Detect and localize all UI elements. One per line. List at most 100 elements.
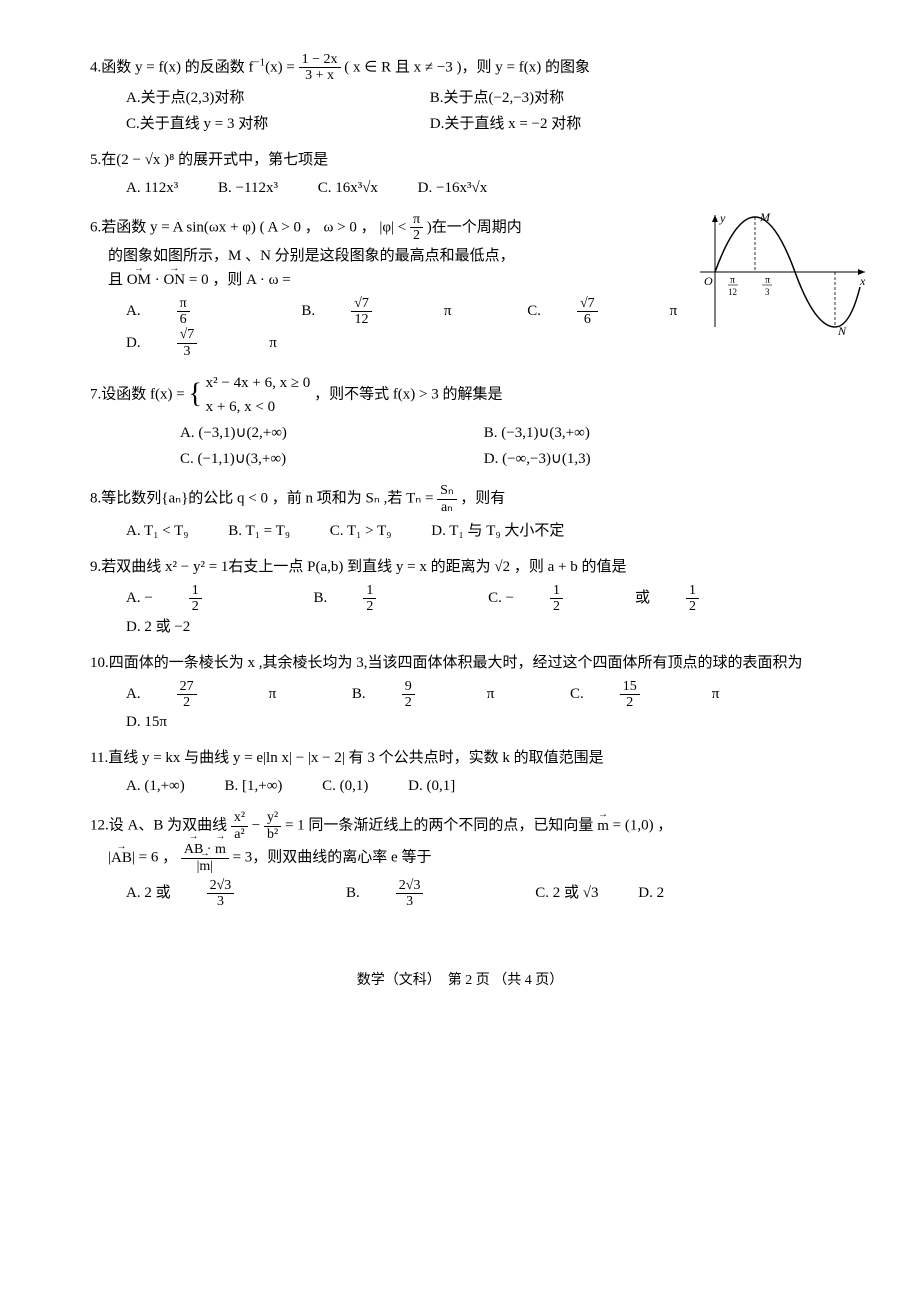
q12-f3-den: |m| (181, 859, 229, 874)
q4-options: A.关于点(2,3)对称 B.关于点(−2,−3)对称 (126, 86, 830, 110)
q12-line2: |AB| = 6 ， AB · m |m| = 3，则双曲线的离心率 e 等于 (108, 842, 830, 874)
question-5: 5.在(2 − √x )⁸ 的展开式中，第七项是 A. 112x³ B. −11… (90, 148, 830, 200)
q7-p1: x² − 4x + 6, x ≥ 0 (206, 371, 311, 395)
q7-B: B. (−3,1)∪(3,+∞) (484, 421, 784, 445)
q7-stem-b: ，则不等式 f(x) > 3 的解集是 (314, 387, 502, 403)
q6-B-pre: B. (301, 299, 315, 323)
q10-stem: 10.四面体的一条棱长为 x ,其余棱长均为 3,当该四面体体积最大时，经过这个… (90, 655, 803, 671)
q8-frac: Sₙ aₙ (437, 483, 456, 515)
q12-vec-m: m (597, 818, 609, 834)
q12-f2-den: b² (264, 827, 281, 842)
q4-A: A.关于点(2,3)对称 (126, 86, 426, 110)
q4-stem-b: (x) = (265, 59, 298, 75)
q7-A: A. (−3,1)∪(2,+∞) (180, 421, 480, 445)
q10-B: B. 92 π (352, 679, 530, 711)
q4-C: C.关于直线 y = 3 对称 (126, 112, 426, 136)
q8-stem-b: ，则有 (460, 490, 505, 506)
q12-f1: x²a² (231, 810, 248, 842)
q11-D: D. (0,1] (408, 774, 455, 798)
fig-label-y: y (719, 211, 726, 225)
q6-A-num: π (177, 296, 190, 312)
q9-A-num: 1 (189, 583, 202, 599)
q6-C-pre: C. (527, 299, 541, 323)
q9-C: C. − 12 或 12 (488, 583, 771, 615)
q10-B-pre: B. (352, 682, 366, 706)
q9-C-pre: C. − (488, 586, 514, 610)
fig-t1n: π (730, 275, 735, 286)
q9-C1-den: 2 (550, 599, 563, 614)
q10-B-den: 2 (402, 695, 415, 710)
q10-A-pre: A. (126, 682, 141, 706)
q7-options: A. (−3,1)∪(2,+∞) B. (−3,1)∪(3,+∞) (180, 421, 830, 445)
q7-piecewise: x² − 4x + 6, x ≥ 0 x + 6, x < 0 (206, 371, 311, 419)
q12-A-num: 2√3 (207, 878, 235, 894)
q10-A-den: 2 (177, 695, 197, 710)
q6-B-den: 12 (351, 312, 372, 327)
q9-C-mid: 或 (635, 586, 650, 610)
q5-options: A. 112x³ B. −112x³ C. 16x³√x D. −16x³√x (126, 176, 830, 200)
q6-vec-om: OM (127, 272, 151, 288)
question-12: 12.设 A、B 为双曲线 x²a² − y²b² = 1 同一条渐近线上的两个… (90, 810, 830, 909)
q7-D: D. (−∞,−3)∪(1,3) (484, 447, 784, 471)
q6-D-num: √7 (177, 327, 198, 343)
q7-stem-a: 7.设函数 f(x) = (90, 387, 188, 403)
q6-vec-on: ON (163, 272, 185, 288)
q10-B-suf: π (487, 682, 495, 706)
q4-frac: 1 − 2x 3 + x (299, 52, 341, 84)
q6-C-den: 6 (577, 312, 598, 327)
fig-t2d: 3 (765, 287, 770, 297)
q8-B: B. T₁ = T₉ (228, 519, 290, 543)
q6-l1a: 6.若函数 y = A sin(ωx + φ) ( A > 0 ， ω > 0 … (90, 219, 410, 235)
q10-C-suf: π (712, 682, 720, 706)
q10-C-pre: C. (570, 682, 584, 706)
q6-figure: y x M N O π 12 π 3 (690, 207, 870, 337)
q11-stem: 11.直线 y = kx 与曲线 y = e|ln x| − |x − 2| 有… (90, 750, 604, 766)
q7-p2: x + 6, x < 0 (206, 395, 311, 419)
question-4: 4.函数 y = f(x) 的反函数 f−1(x) = 1 − 2x 3 + x… (90, 52, 830, 136)
q12-vec-ab: AB (111, 850, 132, 866)
q12-f3-den-m: m (199, 859, 210, 874)
q12-l2c: = 3，则双曲线的离心率 e 等于 (233, 850, 432, 866)
q12-f2-num: y² (264, 810, 281, 826)
fig-label-N: N (837, 324, 847, 337)
q12-f3-m: m (215, 842, 226, 857)
q4-options-2: C.关于直线 y = 3 对称 D.关于直线 x = −2 对称 (126, 112, 830, 136)
q6-B-suf: π (444, 299, 452, 323)
q6-D-den: 3 (177, 344, 198, 359)
q9-D: D. 2 或 −2 (126, 615, 190, 639)
q11-A: A. (1,+∞) (126, 774, 185, 798)
q5-B: B. −112x³ (218, 176, 278, 200)
q5-D: D. −16x³√x (418, 176, 488, 200)
q9-C2-num: 1 (686, 583, 699, 599)
q6-B-num: √7 (351, 296, 372, 312)
q12-B-den: 3 (396, 894, 424, 909)
q9-C2-den: 2 (686, 599, 699, 614)
q10-D: D. 15π (126, 710, 167, 734)
q6-B: B. √712 π (301, 296, 487, 328)
q9-C1-num: 1 (550, 583, 563, 599)
q12-l1c: = 1 同一条渐近线上的两个不同的点，已知向量 (285, 818, 597, 834)
q4-stem-c: ( x ∈ R 且 x ≠ −3 )，则 y = f(x) 的图象 (344, 59, 590, 75)
q12-A-pre: A. 2 或 (126, 881, 171, 905)
q6-A-pre: A. (126, 299, 141, 323)
q12-l2b: | = 6 ， (132, 850, 181, 866)
q11-B: B. [1,+∞) (224, 774, 282, 798)
q6-l3a: 且 (108, 272, 127, 288)
q4-frac-num: 1 − 2x (299, 52, 341, 68)
q11-C: C. (0,1) (322, 774, 368, 798)
q12-A: A. 2 或 2√33 (126, 878, 306, 910)
question-11: 11.直线 y = kx 与曲线 y = e|ln x| − |x − 2| 有… (90, 746, 830, 798)
q12-f1-num: x² (231, 810, 248, 826)
q4-sup: −1 (253, 56, 265, 68)
q10-B-num: 9 (402, 679, 415, 695)
q7-C: C. (−1,1)∪(3,+∞) (180, 447, 480, 471)
q8-stem-a: 8.等比数列{aₙ}的公比 q < 0 ，前 n 项和为 Sₙ ,若 Tₙ = (90, 490, 437, 506)
q6-l1b: )在一个周期内 (427, 219, 522, 235)
q4-frac-den: 3 + x (299, 68, 341, 83)
q10-A: A. 272 π (126, 679, 312, 711)
q8-D: D. T₁ 与 T₉ 大小不定 (431, 519, 564, 543)
q6-C: C. √76 π (527, 296, 713, 328)
q7-brace: { (188, 379, 201, 410)
q5-A: A. 112x³ (126, 176, 178, 200)
q11-options: A. (1,+∞) B. [1,+∞) C. (0,1) D. (0,1] (126, 774, 830, 798)
